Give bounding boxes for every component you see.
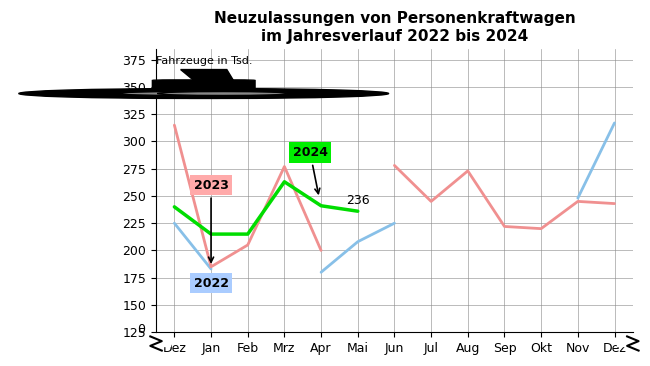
Text: 2024: 2024 xyxy=(292,146,328,194)
Text: 236: 236 xyxy=(346,194,370,207)
Polygon shape xyxy=(181,70,233,81)
Text: Fahrzeuge in Tsd.: Fahrzeuge in Tsd. xyxy=(156,56,253,67)
Circle shape xyxy=(19,89,349,98)
Text: 0: 0 xyxy=(137,324,145,336)
Text: 2022: 2022 xyxy=(194,277,229,290)
FancyBboxPatch shape xyxy=(152,80,255,94)
Circle shape xyxy=(118,92,250,96)
Title: Neuzulassungen von Personenkraftwagen
im Jahresverlauf 2022 bis 2024: Neuzulassungen von Personenkraftwagen im… xyxy=(214,11,575,44)
Circle shape xyxy=(58,89,389,98)
Text: 2023: 2023 xyxy=(194,179,229,262)
Circle shape xyxy=(157,92,289,96)
